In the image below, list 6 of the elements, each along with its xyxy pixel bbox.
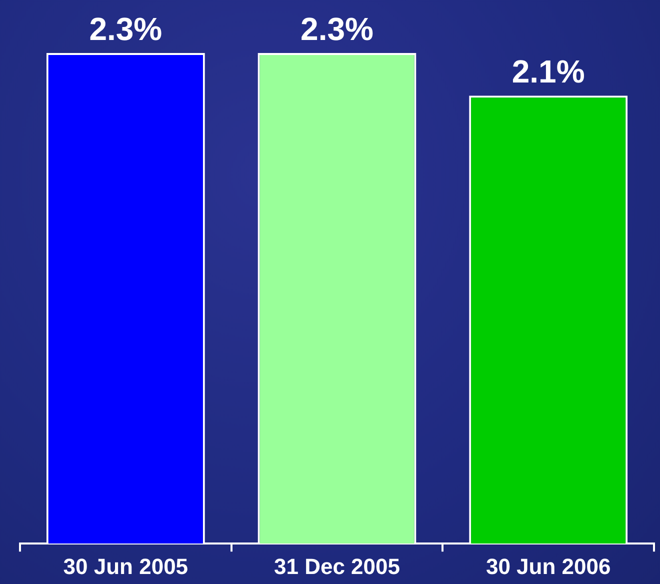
x-tick-label: 30 Jun 2006 bbox=[486, 554, 611, 579]
data-label: 2.3% bbox=[89, 10, 162, 47]
data-label: 2.3% bbox=[300, 10, 374, 47]
x-tick-label: 30 Jun 2005 bbox=[63, 554, 188, 579]
data-label: 2.1% bbox=[512, 53, 585, 90]
x-tick-label: 31 Dec 2005 bbox=[274, 554, 400, 579]
